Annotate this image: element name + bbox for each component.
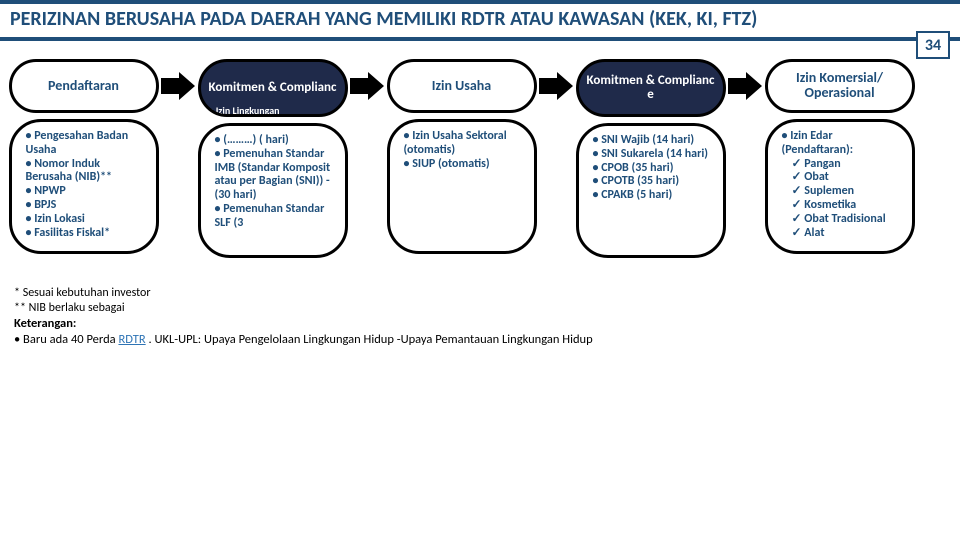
bullet-item: Pemenuhan Standar IMB (Standar Komposit … bbox=[215, 148, 337, 203]
footnote-1: * Sesuai kebutuhan investor bbox=[14, 286, 946, 301]
bullet-item: (………) ( hari) bbox=[215, 134, 337, 148]
footnote-2: ** NIB berlaku sebagai bbox=[14, 301, 946, 316]
bullet-item: Pengesahan Badan Usaha bbox=[26, 130, 148, 158]
step-0: Pendaftaran Pengesahan Badan UsahaNomor I… bbox=[6, 59, 161, 254]
bullet-item: SNI Wajib (14 hari) bbox=[593, 134, 715, 148]
step-body-2: Izin Usaha Sektoral (otomatis)SIUP (otom… bbox=[387, 119, 537, 254]
arrow-3 bbox=[728, 59, 762, 113]
arrow-icon bbox=[350, 72, 384, 100]
keterangan-label: Keterangan: bbox=[14, 316, 76, 331]
process-flow: Pendaftaran Pengesahan Badan UsahaNomor I… bbox=[0, 41, 960, 258]
bullet-item: BPJS bbox=[26, 199, 148, 213]
bullet-item: CPOTB (35 hari) bbox=[593, 175, 715, 189]
step-head-label: Komitmen & Complianc e bbox=[585, 74, 717, 101]
sub-bullet-item: Alat bbox=[792, 227, 904, 241]
bullet-list: Izin Edar (Pendaftaran):PanganObatSuplem… bbox=[782, 130, 904, 240]
arrow-0 bbox=[161, 59, 195, 113]
bullet-item: SIUP (otomatis) bbox=[404, 158, 526, 172]
sub-bullet-item: Suplemen bbox=[792, 185, 904, 199]
bullet-list: (………) ( hari)Pemenuhan Standar IMB (Stan… bbox=[215, 134, 337, 231]
step-head-2: Izin Usaha bbox=[387, 59, 537, 113]
step-head-label: Komitmen & Complianc bbox=[209, 81, 337, 95]
sub-bullet-list: PanganObatSuplemenKosmetikaObat Tradisio… bbox=[782, 158, 904, 241]
bullet-list: Izin Usaha Sektoral (otomatis)SIUP (otom… bbox=[404, 130, 526, 171]
step-head-3: Komitmen & Complianc e bbox=[576, 59, 726, 117]
step-3: Komitmen & Complianc e SNI Wajib (14 hari… bbox=[573, 59, 728, 258]
step-2: Izin Usaha Izin Usaha Sektoral (otomatis)… bbox=[384, 59, 539, 254]
step-head-label: Izin Usaha bbox=[432, 79, 491, 94]
arrow-icon bbox=[161, 72, 195, 100]
step-head-0: Pendaftaran bbox=[9, 59, 159, 113]
step-body-3: SNI Wajib (14 hari)SNI Sukarela (14 hari… bbox=[576, 123, 726, 258]
step-1: Komitmen & Complianc • Izin Lingkungan (……… bbox=[195, 59, 350, 258]
keterangan-text: • Baru ada 40 Perda RDTR . UKL-UPL: Upay… bbox=[14, 332, 946, 348]
bullet-item: Izin Lokasi bbox=[26, 213, 148, 227]
sub-bullet-item: Obat Tradisional bbox=[792, 213, 904, 227]
footnotes: * Sesuai kebutuhan investor ** NIB berla… bbox=[0, 258, 960, 347]
bullet-item: SNI Sukarela (14 hari) bbox=[593, 148, 715, 162]
bullet-item: Fasilitas Fiskal* bbox=[26, 227, 148, 241]
step-body-1: (………) ( hari)Pemenuhan Standar IMB (Stan… bbox=[198, 123, 348, 258]
title-bar: PERIZINAN BERUSAHA PADA DAERAH YANG MEMI… bbox=[0, 0, 960, 41]
sub-bullet-item: Pangan bbox=[792, 158, 904, 172]
bullet-item: Nomor Induk Berusaha (NIB)** bbox=[26, 158, 148, 186]
bullet-item: Izin Edar (Pendaftaran):PanganObatSuplem… bbox=[782, 130, 904, 240]
step-head-extra: • Izin Lingkungan bbox=[209, 106, 337, 117]
bullet-item: Pemenuhan Standar SLF (3 bbox=[215, 203, 337, 231]
bullet-item: CPOB (35 hari) bbox=[593, 162, 715, 176]
bullet-item: Izin Usaha Sektoral (otomatis) bbox=[404, 130, 526, 158]
bullet-list: Pengesahan Badan UsahaNomor Induk Berusa… bbox=[26, 130, 148, 240]
page-number-badge: 34 bbox=[916, 31, 950, 59]
step-head-label: Izin Komersial/ Operasional bbox=[774, 71, 906, 100]
bullet-list: SNI Wajib (14 hari)SNI Sukarela (14 hari… bbox=[593, 134, 715, 203]
arrow-icon bbox=[539, 72, 573, 100]
step-body-4: Izin Edar (Pendaftaran):PanganObatSuplem… bbox=[765, 119, 915, 254]
bullet-item: NPWP bbox=[26, 185, 148, 199]
arrow-2 bbox=[539, 59, 573, 113]
keterangan-line: Keterangan: bbox=[14, 316, 946, 332]
step-head-label: Pendaftaran bbox=[48, 79, 119, 94]
page-title: PERIZINAN BERUSAHA PADA DAERAH YANG MEMI… bbox=[10, 8, 950, 31]
step-body-0: Pengesahan Badan UsahaNomor Induk Berusa… bbox=[9, 119, 159, 254]
step-4: Izin Komersial/ Operasional Izin Edar (Pe… bbox=[762, 59, 917, 254]
sub-bullet-item: Kosmetika bbox=[792, 199, 904, 213]
step-head-4: Izin Komersial/ Operasional bbox=[765, 59, 915, 113]
arrow-1 bbox=[350, 59, 384, 113]
bullet-item: CPAKB (5 hari) bbox=[593, 189, 715, 203]
sub-bullet-item: Obat bbox=[792, 171, 904, 185]
step-head-1: Komitmen & Complianc • Izin Lingkungan bbox=[198, 59, 348, 117]
arrow-icon bbox=[728, 72, 762, 100]
rdtr-link[interactable]: RDTR bbox=[118, 332, 145, 347]
